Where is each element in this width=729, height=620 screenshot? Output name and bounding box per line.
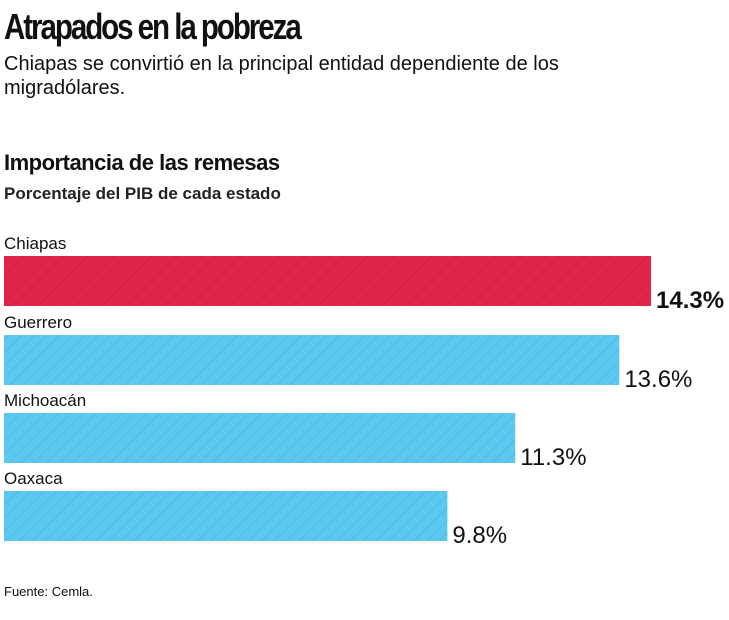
bar-hatch xyxy=(4,491,448,541)
chart-title: Importancia de las remesas xyxy=(4,150,280,175)
chart-unit-label: Porcentaje del PIB de cada estado xyxy=(4,184,281,203)
bar-hatch xyxy=(4,256,651,306)
page-title: Atrapados en la pobreza xyxy=(4,6,302,47)
category-label: Michoacán xyxy=(4,391,86,410)
value-label: 13.6% xyxy=(624,366,692,393)
value-label: 11.3% xyxy=(520,444,586,471)
category-label: Oaxaca xyxy=(4,469,63,488)
subtitle: Chiapas se convirtió en la principal ent… xyxy=(4,53,559,99)
category-label: Chiapas xyxy=(4,234,66,253)
category-label: Guerrero xyxy=(4,313,72,332)
source-note: Fuente: Cemla. xyxy=(4,584,93,599)
bar-hatch xyxy=(4,413,516,463)
bar-hatch xyxy=(4,335,620,385)
value-label: 9.8% xyxy=(452,522,507,549)
value-label: 14.3% xyxy=(656,287,724,314)
